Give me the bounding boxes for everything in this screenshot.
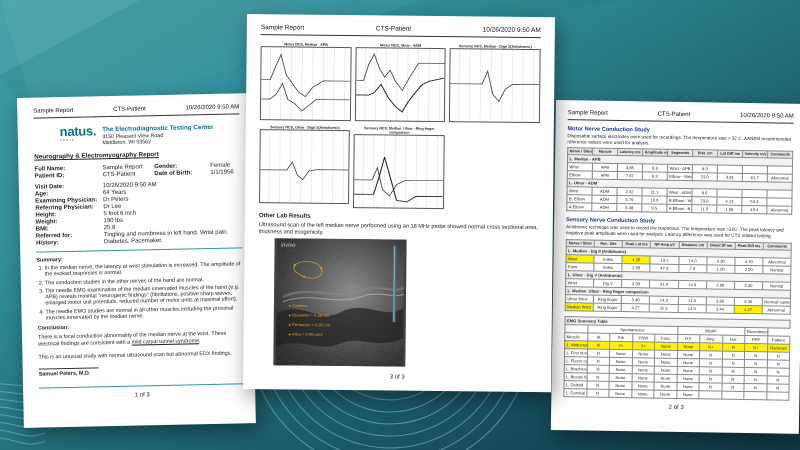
svg-text:▸ Perimeter = 0.91 cm: ▸ Perimeter = 0.91 cm [289,322,331,327]
svg-text:invivo: invivo [281,242,296,248]
svg-text:▸ Diameter = 0.38 cm: ▸ Diameter = 0.38 cm [289,312,329,317]
svg-text:▸ Contour: ▸ Contour [289,303,308,308]
svg-text:▸ Area = 0.05 cm2: ▸ Area = 0.05 cm2 [289,331,324,336]
